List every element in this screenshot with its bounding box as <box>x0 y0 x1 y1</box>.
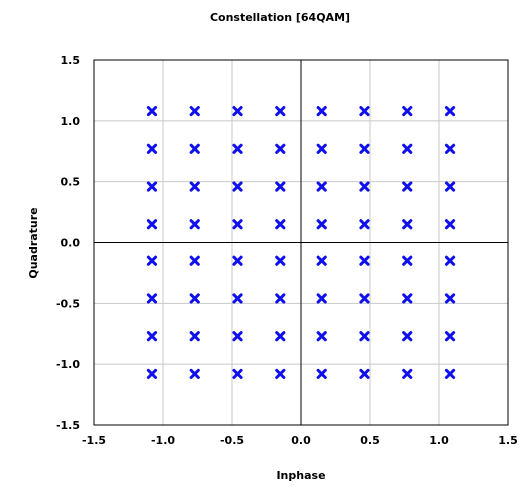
data-point <box>275 181 286 192</box>
data-point <box>402 368 413 379</box>
data-point <box>275 255 286 266</box>
data-point <box>402 293 413 304</box>
data-point <box>146 143 158 154</box>
data-point <box>232 255 243 266</box>
data-point <box>146 331 158 342</box>
data-point <box>316 143 327 154</box>
y-tick-labels: 1.5 1.0 0.5 0.0 -0.5 -1.0 -1.5 <box>56 54 80 432</box>
data-point <box>189 255 200 266</box>
data-point <box>444 331 456 342</box>
y-tick-label: 1.0 <box>61 115 81 128</box>
data-point <box>444 293 456 304</box>
data-point <box>146 106 158 117</box>
data-point <box>316 106 327 117</box>
data-point <box>232 331 243 342</box>
x-tick-label: 0.0 <box>291 434 311 447</box>
x-tick-label: -0.5 <box>220 434 244 447</box>
data-point <box>316 331 327 342</box>
data-point <box>275 143 286 154</box>
y-tick-label: -1.5 <box>56 419 80 432</box>
data-point <box>275 106 286 117</box>
data-point <box>402 181 413 192</box>
data-point <box>275 331 286 342</box>
data-point <box>275 293 286 304</box>
data-point <box>316 181 327 192</box>
y-tick-label: 0.5 <box>61 176 81 189</box>
y-tick-label: -1.0 <box>56 358 80 371</box>
data-point <box>359 331 370 342</box>
x-tick-labels: -1.5 -1.0 -0.5 0.0 0.5 1.0 1.5 <box>82 434 518 447</box>
data-points <box>146 106 456 379</box>
data-point <box>232 143 243 154</box>
data-point <box>402 219 413 230</box>
data-point <box>359 293 370 304</box>
data-point <box>189 106 200 117</box>
x-tick-label: 0.5 <box>360 434 380 447</box>
data-point <box>402 143 413 154</box>
data-point <box>316 368 327 379</box>
data-point <box>232 293 243 304</box>
data-point <box>444 106 456 117</box>
data-point <box>146 255 158 266</box>
data-point <box>146 181 158 192</box>
x-tick-label: 1.0 <box>429 434 449 447</box>
y-axis-label: Quadrature <box>27 207 40 278</box>
data-point <box>189 181 200 192</box>
data-point <box>232 219 243 230</box>
y-tick-label: 0.0 <box>61 237 81 250</box>
data-point <box>146 368 158 379</box>
data-point <box>359 219 370 230</box>
data-point <box>316 219 327 230</box>
data-point <box>444 368 456 379</box>
x-tick-label: -1.5 <box>82 434 106 447</box>
data-point <box>189 293 200 304</box>
chart-title: Constellation [64QAM] <box>210 11 350 24</box>
data-point <box>402 255 413 266</box>
data-point <box>232 181 243 192</box>
data-point <box>232 106 243 117</box>
data-point <box>316 293 327 304</box>
zero-axes <box>94 60 508 425</box>
data-point <box>189 368 200 379</box>
data-point <box>359 368 370 379</box>
data-point <box>444 181 456 192</box>
data-point <box>275 219 286 230</box>
x-tick-label: 1.5 <box>498 434 518 447</box>
data-point <box>189 331 200 342</box>
x-axis-label: Inphase <box>276 469 325 482</box>
data-point <box>359 255 370 266</box>
data-point <box>402 331 413 342</box>
data-point <box>316 255 327 266</box>
data-point <box>444 219 456 230</box>
data-point <box>444 143 456 154</box>
data-point <box>359 181 370 192</box>
data-point <box>189 143 200 154</box>
data-point <box>275 368 286 379</box>
data-point <box>146 293 158 304</box>
y-tick-label: -0.5 <box>56 297 80 310</box>
data-point <box>232 368 243 379</box>
x-tick-label: -1.0 <box>151 434 175 447</box>
data-point <box>444 255 456 266</box>
y-tick-label: 1.5 <box>61 54 81 67</box>
data-point <box>359 106 370 117</box>
data-point <box>359 143 370 154</box>
data-point <box>402 106 413 117</box>
data-point <box>189 219 200 230</box>
data-point <box>146 219 158 230</box>
